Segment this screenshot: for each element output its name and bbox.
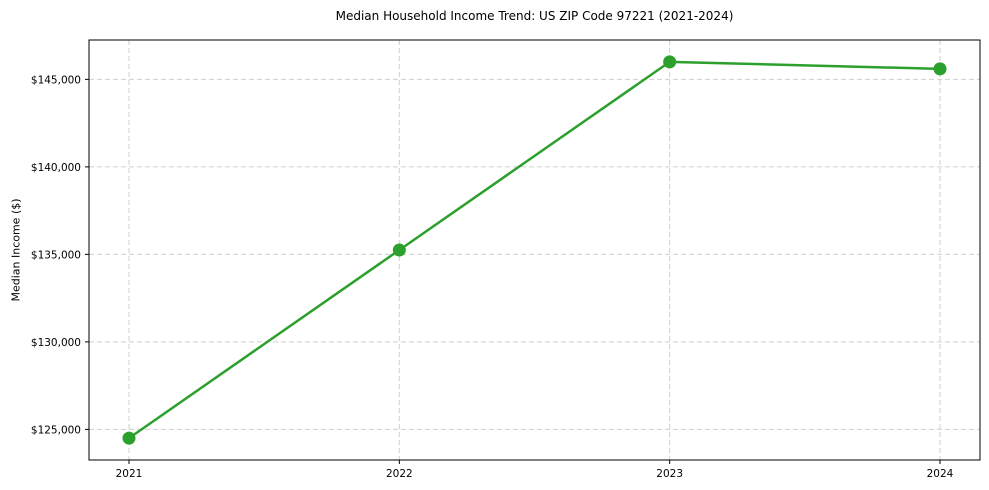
data-point-marker (392, 243, 406, 257)
y-tick-label: $125,000 (31, 424, 81, 436)
y-tick-label: $135,000 (31, 249, 81, 261)
data-point-marker (122, 431, 136, 445)
y-tick-label: $145,000 (31, 74, 81, 86)
x-tick-label: 2021 (116, 468, 143, 480)
x-tick-label: 2024 (927, 468, 954, 480)
y-tick-label: $130,000 (31, 337, 81, 349)
x-tick-label: 2023 (656, 468, 683, 480)
data-point-marker (663, 55, 677, 69)
data-point-marker (933, 62, 947, 76)
plot-border (88, 39, 981, 461)
chart-title: Median Household Income Trend: US ZIP Co… (335, 9, 734, 23)
x-tick-label: 2022 (386, 468, 413, 480)
y-tick-label: $140,000 (31, 162, 81, 174)
trend-line (127, 60, 942, 440)
